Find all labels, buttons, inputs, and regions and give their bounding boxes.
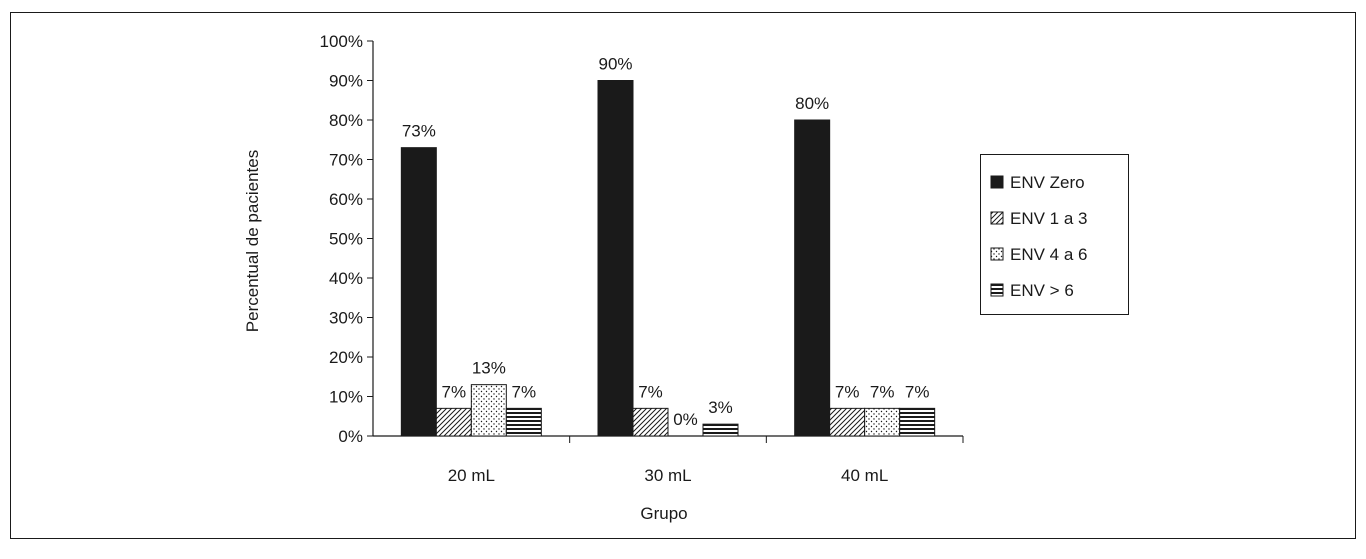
bar [470,384,507,437]
data-label: 73% [402,122,436,141]
y-tick-label: 10% [329,388,363,407]
bar [400,147,437,437]
data-label: 7% [638,382,663,401]
legend: ENV Zero ENV 1 a 3 ENV 4 a 6 ENV > 6 [980,154,1129,315]
x-category-label: 30 mL [644,466,691,485]
legend-label: ENV > 6 [1010,281,1074,300]
y-tick-label: 70% [329,151,363,170]
legend-label: ENV 4 a 6 [1010,245,1088,264]
axes: 0% 10% 20% 30% 40% 50% 60% 70% 80% 90% 100% 20 mL 30… [320,32,964,485]
legend-box [980,154,1129,315]
data-label: 0% [673,410,698,429]
legend-swatch [990,247,1004,261]
data-label: 13% [472,359,506,378]
legend-swatch [990,175,1004,189]
y-tick-label: 60% [329,190,363,209]
y-tick-label: 80% [329,111,363,130]
x-category-label: 20 mL [448,466,495,485]
legend-swatch [990,283,1004,297]
data-label: 7% [512,382,537,401]
x-axis-title: Grupo [640,504,687,523]
bar [864,407,901,437]
chart-frame [10,12,1356,539]
y-tick-label: 20% [329,348,363,367]
data-label: 7% [835,382,860,401]
bar [702,423,739,437]
legend-swatch [990,211,1004,225]
legend-label: ENV Zero [1010,173,1085,192]
data-label: 80% [795,94,829,113]
data-label: 3% [708,398,733,417]
y-tick-label: 30% [329,309,363,328]
data-labels: 73% 90% 80% 7% 7% 7% 13% 0% 7% 7% 3% 7% [402,55,930,430]
data-label: 90% [598,55,632,74]
y-tick-label: 50% [329,230,363,249]
bar [794,119,831,437]
bar [435,407,472,437]
legend-label: ENV 1 a 3 [1010,209,1088,228]
y-axis-title: Percentual de pacientes [243,150,262,332]
data-label: 7% [870,382,895,401]
y-tick-label: 0% [338,427,363,446]
data-label: 7% [442,382,467,401]
bars [400,80,936,437]
x-category-label: 40 mL [841,466,888,485]
data-label: 7% [905,382,930,401]
bar [505,407,542,437]
bar [829,407,866,437]
bar [632,407,669,437]
bar [597,80,634,437]
y-tick-label: 100% [320,32,363,51]
bar [899,407,936,437]
y-tick-label: 90% [329,72,363,91]
y-tick-label: 40% [329,269,363,288]
